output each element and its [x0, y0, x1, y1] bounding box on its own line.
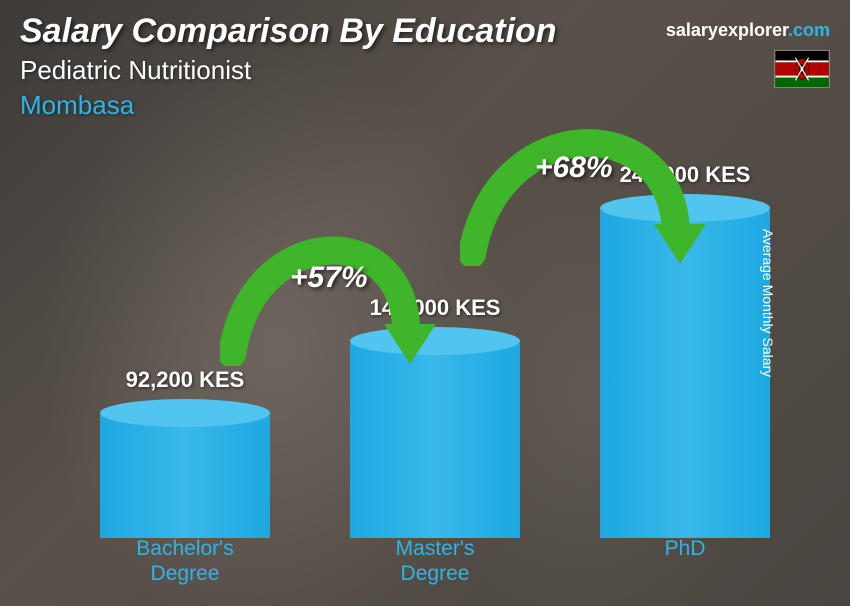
bar-category-label: PhD [600, 536, 770, 586]
bar-value-label: 92,200 KES [100, 367, 270, 393]
bar [350, 341, 520, 538]
source-attribution: salaryexplorer.com [666, 20, 830, 41]
increase-arrow [220, 226, 440, 366]
source-main: salaryexplorer [666, 20, 788, 40]
bar-category-label: Bachelor'sDegree [100, 536, 270, 586]
percent-increase-label: +57% [290, 261, 368, 295]
bar-category-label: Master'sDegree [350, 536, 520, 586]
y-axis-label: Average Monthly Salary [760, 229, 776, 377]
bar-top-ellipse [100, 399, 270, 427]
chart-subtitle: Pediatric Nutritionist [20, 55, 830, 86]
percent-increase-label: +68% [535, 151, 613, 185]
increase-arrow [460, 116, 710, 266]
bar-chart: 92,200 KESBachelor'sDegree145,000 KESMas… [60, 106, 790, 586]
arrow-icon [460, 116, 710, 266]
chart-location: Mombasa [20, 90, 830, 121]
bar [100, 413, 270, 538]
flag-icon [774, 50, 830, 88]
arrow-icon [220, 226, 440, 366]
source-suffix: .com [788, 20, 830, 40]
